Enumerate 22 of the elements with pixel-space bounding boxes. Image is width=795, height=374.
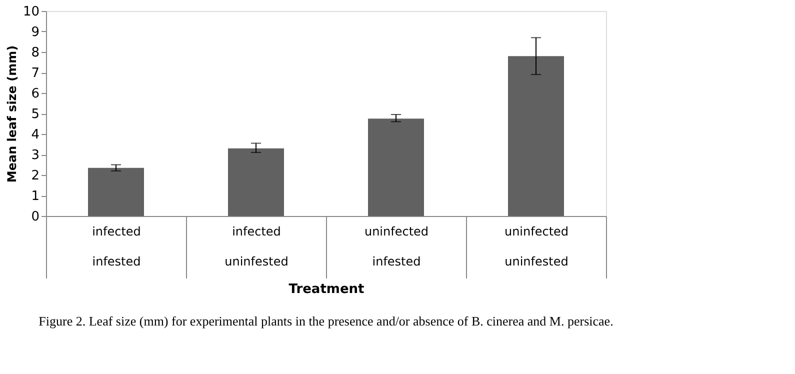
y-tick-label: 10 [22,4,40,20]
category-label: uninfected infested [364,224,429,268]
y-tick-label: 8 [31,46,40,60]
x-axis-title: Treatment [288,282,364,297]
y-tick-label: 0 [31,210,40,224]
bar [368,118,424,216]
y-tick-label: 2 [31,168,40,184]
y-tick-label: 5 [31,107,40,122]
bar [228,148,284,216]
y-tick-label: 6 [31,86,40,102]
bar [508,56,564,216]
y-tick-label: 4 [31,128,40,142]
y-tick-label: 9 [31,25,40,40]
y-tick-label: 7 [31,66,40,81]
category-label: infected uninfested [224,224,288,268]
caption: Figure 2. Leaf size (mm) for experimental plants in the presence and/or absence of B. cinerea and M. persicae. [38,314,614,328]
y-tick-label: 1 [31,189,40,204]
category-label: infected infested [92,224,141,268]
y-tick-label: 3 [31,148,40,163]
bar [88,168,144,216]
y-axis-title: Mean leaf size (mm) [4,45,19,183]
category-label: uninfected uninfested [504,224,569,268]
